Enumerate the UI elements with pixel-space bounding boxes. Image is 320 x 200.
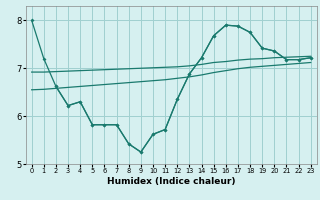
X-axis label: Humidex (Indice chaleur): Humidex (Indice chaleur) (107, 177, 236, 186)
